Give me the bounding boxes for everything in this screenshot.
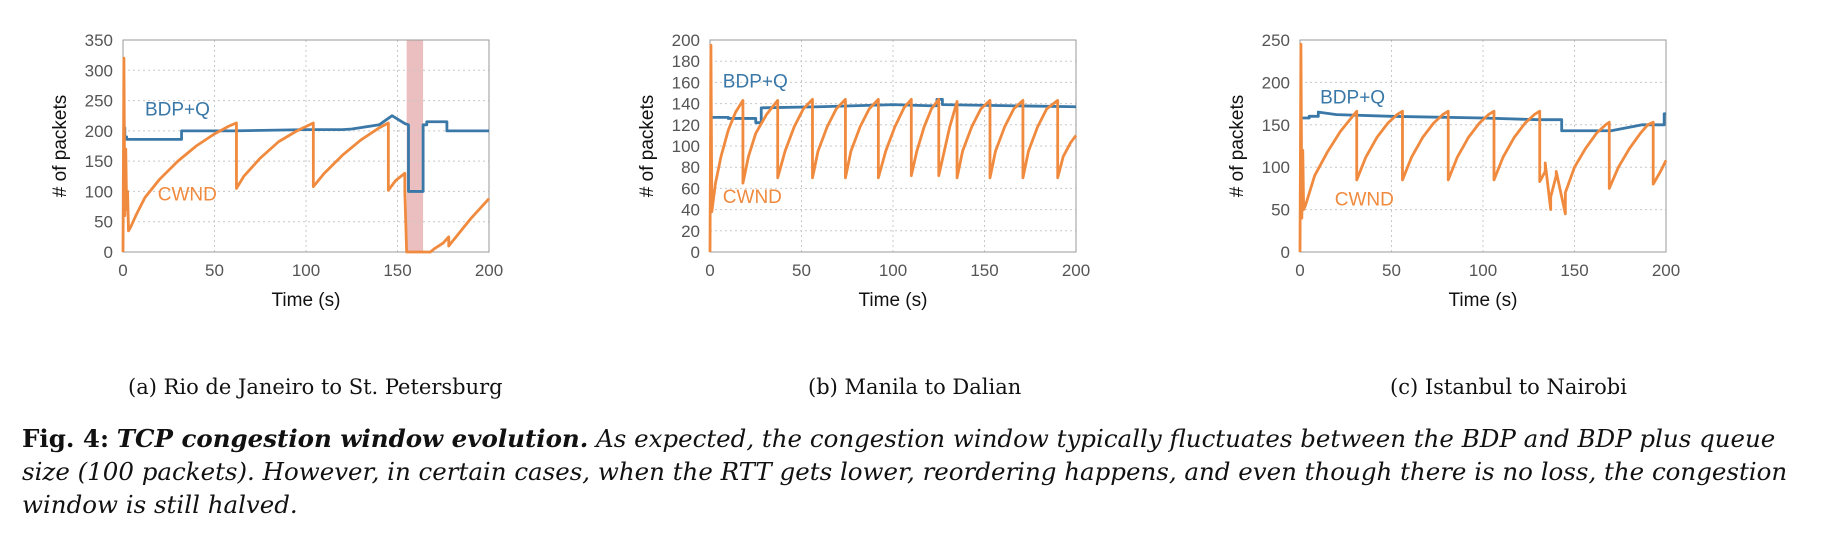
y-tick-label: 200 (1262, 73, 1290, 92)
y-tick-label: 50 (1271, 201, 1290, 220)
y-tick-label: 50 (94, 213, 113, 232)
y-tick-label: 100 (85, 182, 113, 201)
figure-title: TCP congestion window evolution. (116, 424, 589, 453)
y-tick-label: 0 (691, 243, 700, 262)
y-tick-label: 250 (1262, 31, 1290, 50)
y-tick-label: 100 (1262, 158, 1290, 177)
series-line-bdp-q (710, 97, 1077, 125)
x-tick-label: 50 (792, 261, 811, 280)
x-tick-label: 50 (1382, 261, 1401, 280)
x-tick-label: 100 (1469, 261, 1497, 280)
series-label-bdp-q: BDP+Q (1320, 88, 1385, 109)
x-tick-label: 150 (970, 261, 998, 280)
chart-b: 0 50 100 150 200 0 20 40 60 80 100 120 140 160 180 200 T… (637, 31, 1090, 311)
x-tick-label: 150 (1560, 261, 1588, 280)
y-tick-label: 80 (681, 158, 700, 177)
series-line-cwnd (121, 56, 491, 254)
y-tick-label: 0 (104, 243, 113, 262)
chart-a: 0 50 100 150 200 0 50 100 150 200 250 300 350 Time (s… (50, 31, 503, 311)
y-axis-label: # of packets (1227, 95, 1248, 197)
y-tick-label: 180 (672, 52, 700, 71)
x-tick-label: 200 (1652, 261, 1680, 280)
y-tick-label: 150 (1262, 116, 1290, 135)
x-tick-label: 200 (1062, 261, 1090, 280)
x-tick-label: 200 (475, 261, 503, 280)
y-tick-label: 200 (672, 31, 700, 50)
figure-text: As expected, the congestion window typic… (22, 424, 1788, 519)
x-tick-label: 50 (205, 261, 224, 280)
y-tick-label: 0 (1281, 243, 1290, 262)
y-tick-label: 150 (85, 152, 113, 171)
y-tick-label: 350 (85, 31, 113, 50)
y-tick-label: 100 (672, 137, 700, 156)
chart-c: 0 50 100 150 200 0 50 100 150 200 250 Time (s) # of … (1227, 31, 1680, 311)
figure-caption: Fig. 4: TCP congestion window evolution.… (22, 422, 1812, 521)
series-label-cwnd: CWND (1335, 189, 1394, 210)
y-axis-label: # of packets (50, 95, 71, 197)
series-line-cwnd (708, 43, 1078, 253)
series-line-cwnd (1298, 42, 1668, 253)
y-tick-label: 40 (681, 201, 700, 220)
series-line-bdp-q (123, 114, 489, 193)
y-tick-label: 200 (85, 122, 113, 141)
x-tick-label: 100 (879, 261, 907, 280)
subcaption-b: (b) Manila to Dalian (808, 375, 1022, 399)
x-axis-label: Time (s) (1449, 290, 1518, 311)
y-tick-label: 20 (681, 222, 700, 241)
y-tick-label: 300 (85, 61, 113, 80)
x-tick-label: 100 (292, 261, 320, 280)
shaded-region (406, 40, 424, 252)
y-tick-label: 120 (672, 116, 700, 135)
series-label-bdp-q: BDP+Q (145, 100, 210, 121)
series-label-bdp-q: BDP+Q (723, 72, 788, 93)
x-tick-label: 0 (118, 261, 127, 280)
figure-label: Fig. 4: (22, 424, 109, 453)
x-tick-label: 150 (383, 261, 411, 280)
subcaption-a: (a) Rio de Janeiro to St. Petersburg (128, 375, 503, 399)
series-label-cwnd: CWND (723, 187, 782, 208)
series-label-cwnd: CWND (158, 185, 217, 206)
y-tick-label: 140 (672, 95, 700, 114)
x-tick-label: 0 (1295, 261, 1304, 280)
x-axis-label: Time (s) (272, 290, 341, 311)
y-tick-label: 250 (85, 92, 113, 111)
y-axis-label: # of packets (637, 95, 658, 197)
subcaption-c: (c) Istanbul to Nairobi (1390, 375, 1627, 399)
y-tick-label: 60 (681, 179, 700, 198)
x-axis-label: Time (s) (859, 290, 928, 311)
y-tick-label: 160 (672, 73, 700, 92)
x-tick-label: 0 (705, 261, 714, 280)
